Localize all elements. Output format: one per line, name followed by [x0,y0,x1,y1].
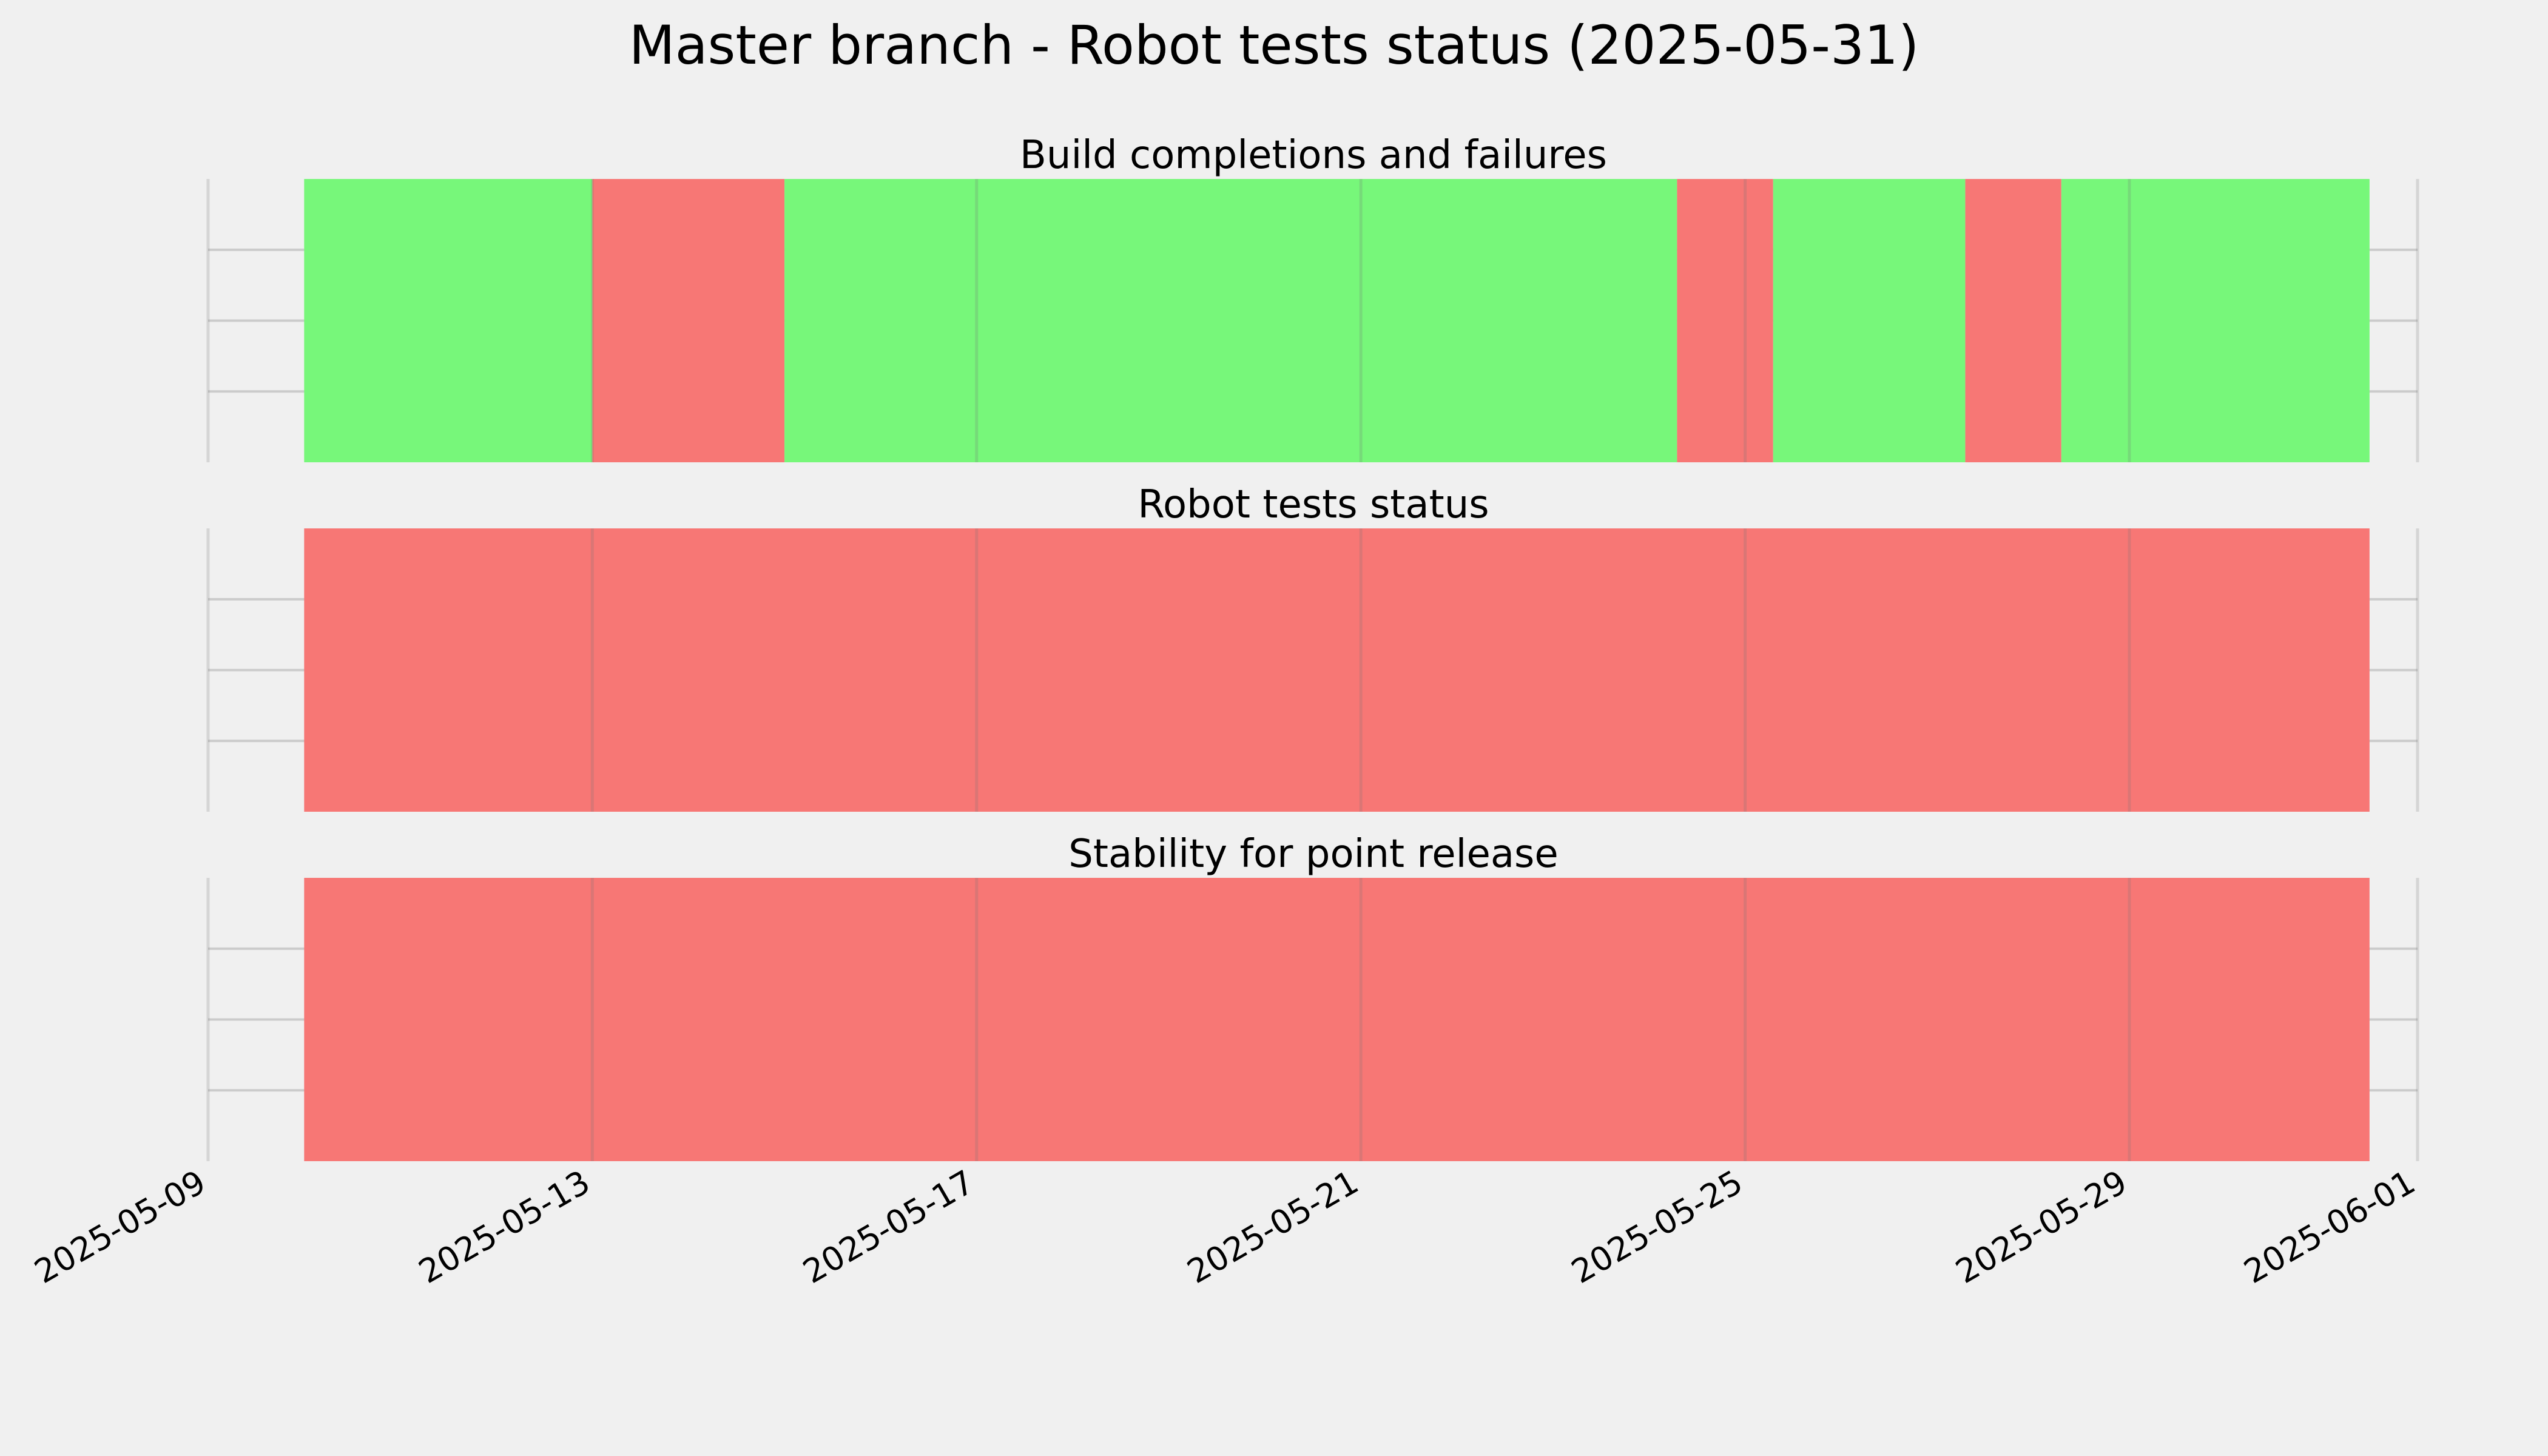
chart-title: Master branch - Robot tests status (2025… [629,14,1919,76]
panel-1: Build completions and failures [206,133,2419,462]
panel-title: Stability for point release [1068,832,1559,877]
status-segment-fail [592,179,785,462]
status-segment-fail [1677,179,1773,462]
status-segment-pass [1773,179,1966,462]
status-segment-pass [304,179,593,462]
panel-3: Stability for point release [206,832,2419,1161]
status-segment-fail [304,878,2370,1161]
panels-layer: Build completions and failures Robot test… [206,133,2419,1161]
status-segment-pass [2061,179,2370,462]
panel-title: Robot tests status [1138,482,1489,527]
panel-title: Build completions and failures [1020,133,1607,178]
status-segment-fail [304,528,2370,812]
status-segment-pass [784,179,1677,462]
status-segment-fail [1965,179,2061,462]
panel-2: Robot tests status [206,482,2419,812]
